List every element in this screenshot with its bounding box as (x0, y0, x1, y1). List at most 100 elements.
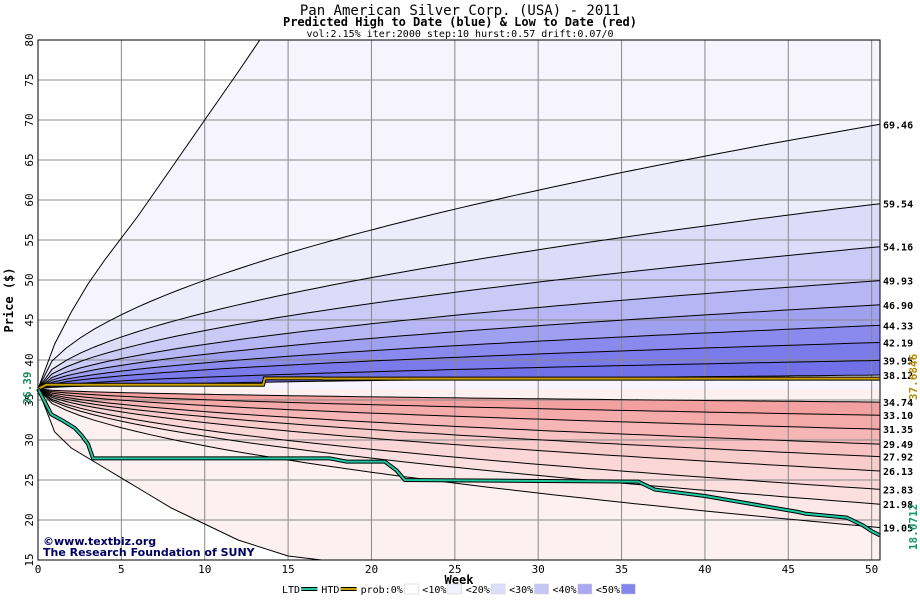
x-tick-label: 5 (118, 563, 125, 576)
quantile-line (37, 324, 881, 390)
legend-label: prob:0% (361, 585, 403, 596)
legend-label: <40% (553, 585, 577, 596)
quantile-line (37, 388, 881, 490)
copyright-icon: © (43, 535, 54, 548)
y-axis-label: Price ($) (2, 267, 16, 332)
legend-label: <50% (596, 585, 620, 596)
level-label: 38.12 (883, 371, 913, 382)
y-tick-label: 40 (23, 353, 36, 366)
quantile-line (37, 342, 881, 390)
band-high (38, 246, 880, 389)
watermark-url: ©www.textbiz.org (43, 535, 156, 548)
legend-swatch (447, 583, 462, 595)
quantile-line (37, 203, 881, 390)
watermark-org: The Research Foundation of SUNY (43, 546, 256, 559)
quantile-line (37, 280, 881, 390)
level-label: 21.98 (883, 500, 913, 511)
legend-swatch (490, 583, 506, 595)
band-high (38, 360, 880, 389)
x-tick-label: 30 (532, 563, 545, 576)
tick-labels: 0 5 10 15 20 25 30 35 40 45 50 15 20 25 30 35 40 45 50 55 60… (23, 33, 878, 576)
level-label: 49.93 (883, 277, 913, 288)
y-tick-label: 55 (23, 233, 36, 246)
y-tick-label: 70 (23, 113, 36, 126)
quantile-line (37, 388, 881, 416)
y-tick-label: 15 (23, 553, 36, 566)
quantile-line (37, 359, 881, 390)
y-tick-label: 80 (23, 33, 36, 46)
quantile-line (37, 388, 881, 445)
band-high (38, 203, 880, 389)
level-label: 19.05 (883, 524, 913, 535)
quantile-line (37, 388, 881, 472)
y-tick-label: 35 (23, 393, 36, 406)
legend-label: <20% (466, 585, 490, 596)
level-label: 54.16 (883, 243, 913, 254)
quantile-line (37, 388, 881, 505)
current-high-label: 37.6846 (907, 353, 920, 400)
legend-swatch (621, 583, 636, 595)
plot-frame (37, 39, 881, 561)
chart-title: Pan American Silver Corp. (USA) - 2011 (300, 3, 620, 19)
band-low (38, 388, 880, 471)
x-tick-label: 10 (198, 563, 211, 576)
level-label: 23.83 (883, 485, 913, 496)
right-labels: 69.46 59.54 54.16 49.93 46.90 44.33 42.19 39.95… (883, 120, 913, 534)
level-label: 59.54 (883, 200, 913, 211)
level-label: 46.90 (883, 301, 913, 312)
y-tick-label: 50 (23, 273, 36, 286)
x-tick-label: 20 (365, 563, 378, 576)
quantile-line (37, 388, 881, 403)
band-low (38, 388, 880, 430)
quantile-line (37, 388, 881, 430)
legend-label: HTD (321, 585, 339, 596)
x-tick-label: 15 (281, 563, 294, 576)
level-label: 27.92 (883, 453, 913, 464)
level-label: 42.19 (883, 338, 913, 349)
level-label: 44.33 (883, 321, 913, 332)
level-label: 69.46 (883, 120, 913, 131)
quantile-line (37, 123, 881, 390)
envelope-low-line (37, 388, 322, 561)
x-tick-label: 45 (782, 563, 795, 576)
legend-label: <10% (422, 585, 446, 596)
band-high (38, 304, 880, 389)
quantile-line (37, 246, 881, 390)
level-label: 31.35 (883, 425, 913, 436)
band-high (38, 124, 880, 389)
x-tick-label: 40 (698, 563, 711, 576)
start-price-label: 36.39 (21, 371, 34, 404)
y-tick-label: 65 (23, 153, 36, 166)
band-low (38, 388, 880, 505)
htd-line (37, 377, 880, 390)
legend: LTD HTD prob:0% <10% <20% <30% <40% <50% (282, 583, 636, 596)
level-label: 33.10 (883, 411, 913, 422)
level-label: 34.74 (883, 398, 913, 409)
y-tick-label: 60 (23, 193, 36, 206)
x-tick-label: 50 (865, 563, 878, 576)
x-axis-label: Week (445, 573, 475, 587)
level-label: 26.13 (883, 467, 913, 478)
band-low (38, 388, 880, 490)
quantile-line (37, 304, 881, 390)
band-high (38, 342, 880, 389)
x-tick-label: 0 (35, 563, 42, 576)
level-label: 29.49 (883, 440, 913, 451)
y-tick-label: 30 (23, 433, 36, 446)
current-low-label: 18.0712 (907, 504, 920, 550)
watermark-url-text: www.textbiz.org (54, 535, 156, 548)
y-tick-label: 45 (23, 313, 36, 326)
chart-subtitle: Predicted High to Date (blue) & Low to D… (283, 15, 637, 29)
legend-swatch (534, 583, 549, 595)
quantile-line (37, 388, 881, 458)
legend-label: LTD (282, 585, 300, 596)
y-tick-label: 25 (23, 473, 36, 486)
series-lines (36, 376, 881, 538)
quantile-line (37, 388, 881, 529)
y-tick-label: 20 (23, 513, 36, 526)
chart-params: vol:2.15% iter:2000 step:10 hurst:0.57 d… (306, 29, 613, 40)
ltd-line (37, 388, 881, 537)
legend-swatch (577, 583, 593, 595)
band-high (38, 280, 880, 389)
